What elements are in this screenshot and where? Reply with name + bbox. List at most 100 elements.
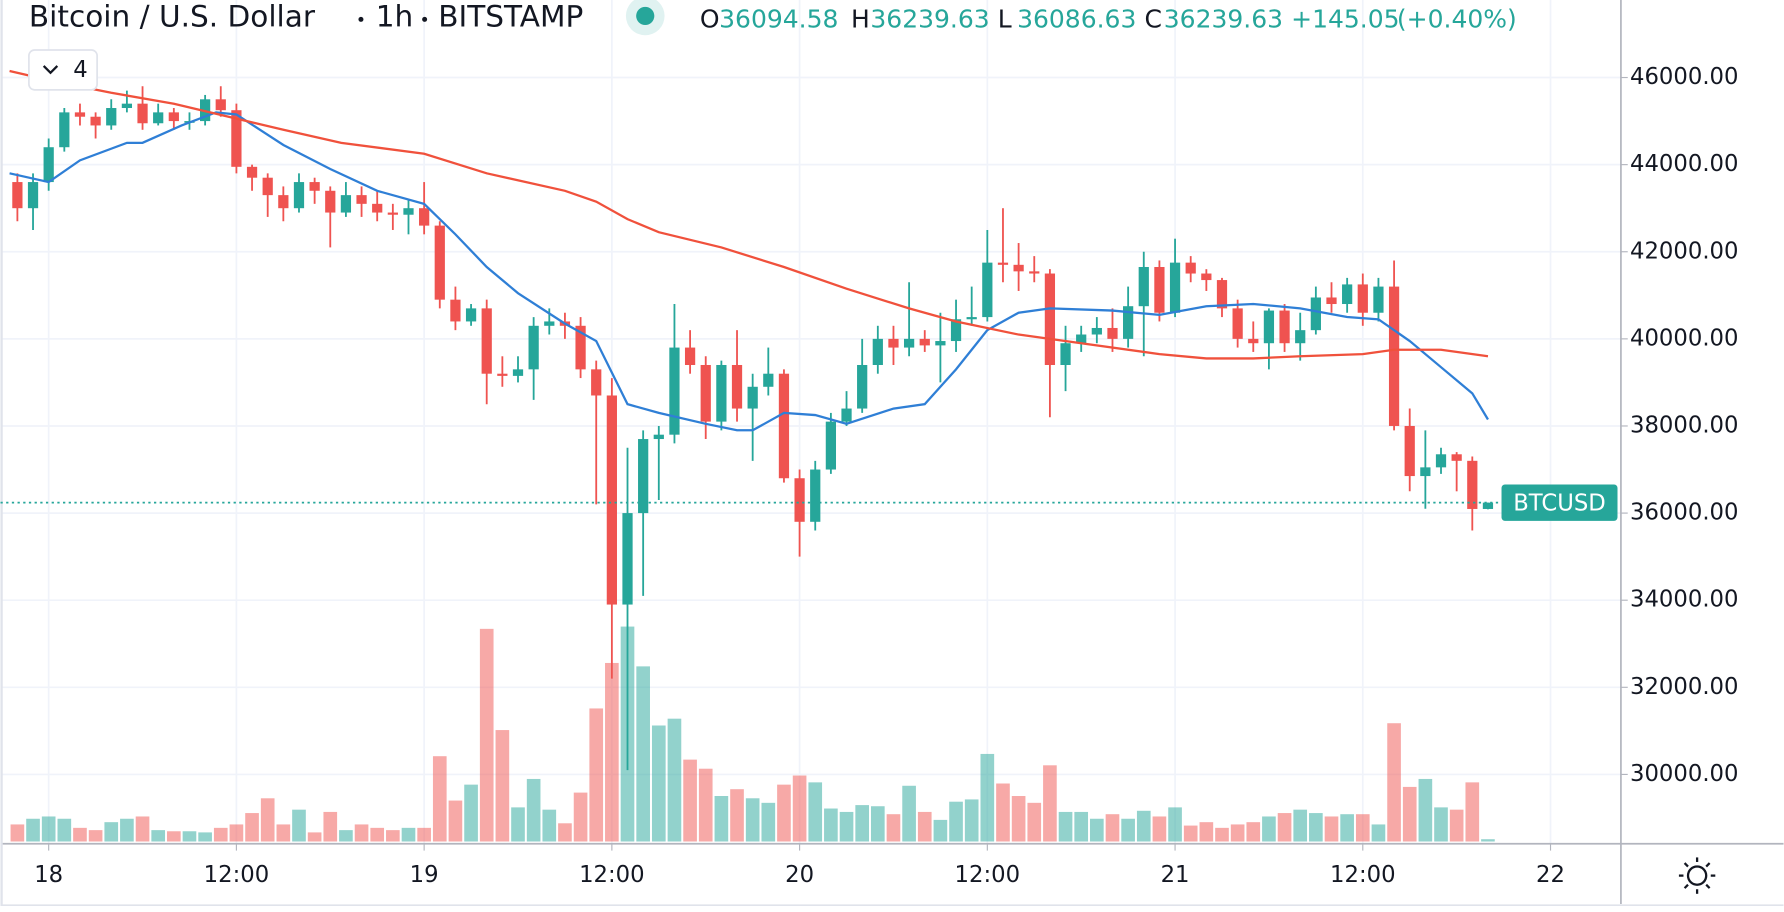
volume-bar bbox=[667, 718, 682, 842]
volume-bar bbox=[917, 811, 932, 842]
candle-body bbox=[481, 308, 492, 374]
candle-body bbox=[591, 369, 602, 396]
volume-bar bbox=[339, 830, 353, 842]
axes: 30000.00 32000.00 34000.00 36000.00 38000.00… bbox=[0, 64, 1738, 888]
candle-body bbox=[1326, 297, 1337, 305]
volume-bar bbox=[464, 784, 478, 842]
volume-bar bbox=[1340, 814, 1354, 842]
gear-ray bbox=[1683, 862, 1689, 868]
volume-bar bbox=[558, 823, 572, 842]
volume-bar bbox=[526, 778, 541, 842]
toggle-button[interactable] bbox=[28, 49, 98, 91]
gear-ray bbox=[1683, 883, 1689, 889]
volume-bar bbox=[1371, 824, 1386, 842]
candle-body bbox=[1013, 264, 1024, 272]
candle-body bbox=[825, 421, 837, 470]
symbol-title: Bitcoin / U.S. Dollar bbox=[29, 0, 316, 34]
volume-bar bbox=[57, 818, 72, 842]
exchange: BITSTAMP bbox=[438, 0, 583, 34]
volume-bar bbox=[1355, 814, 1370, 842]
volume-bar bbox=[824, 808, 838, 842]
candle-body bbox=[1388, 286, 1400, 426]
change-value: +145.05 bbox=[1291, 4, 1399, 33]
volume-bar bbox=[1418, 778, 1433, 842]
volume-bar bbox=[386, 830, 400, 842]
y-tick-label: 32000.00 bbox=[1630, 674, 1738, 700]
candle-body bbox=[1154, 266, 1165, 313]
volume-bar bbox=[401, 827, 416, 842]
candle-body bbox=[325, 190, 336, 213]
candle-body bbox=[1420, 467, 1431, 477]
volume-bar bbox=[1481, 839, 1495, 842]
volume-bar bbox=[323, 811, 338, 842]
candle-body bbox=[106, 108, 117, 126]
candle-body bbox=[1248, 338, 1259, 344]
candle-body bbox=[465, 308, 477, 322]
y-tick-label: 46000.00 bbox=[1630, 64, 1738, 90]
candle-body bbox=[528, 325, 539, 370]
volume-bar bbox=[88, 830, 103, 842]
volume-bar bbox=[683, 759, 697, 842]
volume-bar bbox=[73, 827, 87, 842]
volume-bar bbox=[714, 796, 729, 842]
candle-body bbox=[1060, 343, 1071, 365]
candle-body bbox=[810, 469, 821, 522]
candle-body bbox=[1467, 460, 1478, 509]
x-tick-label: 18 bbox=[34, 862, 63, 888]
candle-body bbox=[935, 341, 946, 346]
candle-body bbox=[997, 262, 1009, 265]
candle-body bbox=[1435, 454, 1447, 468]
volume-bar bbox=[589, 708, 604, 842]
candle-body bbox=[387, 212, 398, 215]
separator-dot bbox=[358, 16, 364, 22]
y-tick-label: 40000.00 bbox=[1630, 325, 1738, 351]
volume-bar bbox=[651, 725, 666, 842]
grid bbox=[0, 0, 1621, 844]
candle-body bbox=[1373, 286, 1384, 313]
volume-bar bbox=[964, 799, 979, 842]
ohlc-label: O bbox=[700, 4, 720, 33]
candle-body bbox=[841, 408, 852, 422]
volume-bar bbox=[198, 832, 212, 842]
candle-body bbox=[1123, 306, 1134, 339]
interval: 1h bbox=[376, 0, 414, 34]
volume-bar bbox=[213, 827, 228, 842]
ohlc-value: 36239.63 bbox=[1164, 4, 1283, 33]
moving-average-line bbox=[9, 69, 1489, 360]
market-status-dot bbox=[636, 6, 655, 26]
volume-bar bbox=[745, 798, 760, 842]
volume-bar bbox=[1246, 822, 1261, 842]
volume-bar bbox=[354, 824, 369, 842]
volume-bar bbox=[1027, 802, 1042, 842]
volume-bar bbox=[636, 666, 650, 842]
volume-bar bbox=[886, 814, 901, 842]
y-tick-label: 30000.00 bbox=[1630, 761, 1738, 787]
separator-dot bbox=[422, 16, 428, 22]
candle-body bbox=[731, 364, 743, 409]
settings-icon[interactable] bbox=[1678, 857, 1716, 894]
volume-bar bbox=[839, 811, 854, 842]
candle-body bbox=[1342, 284, 1353, 305]
volume-bar bbox=[260, 798, 275, 842]
candle-body bbox=[1138, 266, 1149, 307]
volume-layer bbox=[10, 626, 1495, 842]
volume-bar bbox=[292, 809, 306, 842]
gear-ray bbox=[1705, 883, 1711, 889]
candle-body bbox=[544, 321, 555, 326]
volume-bar bbox=[1074, 811, 1089, 842]
volume-bar bbox=[949, 801, 963, 842]
volume-bar bbox=[1387, 723, 1401, 842]
candle-body bbox=[638, 439, 649, 514]
volume-bar bbox=[573, 792, 588, 842]
candle-body bbox=[43, 147, 54, 183]
volume-bar bbox=[167, 831, 181, 842]
y-tick-label: 38000.00 bbox=[1630, 412, 1738, 438]
x-tick-label: 12:00 bbox=[1330, 862, 1396, 888]
volume-bar bbox=[182, 831, 197, 842]
indicator-toggle[interactable]: 4 bbox=[28, 49, 98, 91]
volume-bar bbox=[1262, 816, 1276, 842]
volume-bar bbox=[417, 827, 431, 842]
candle-body bbox=[1201, 273, 1212, 281]
candle-body bbox=[356, 195, 367, 204]
